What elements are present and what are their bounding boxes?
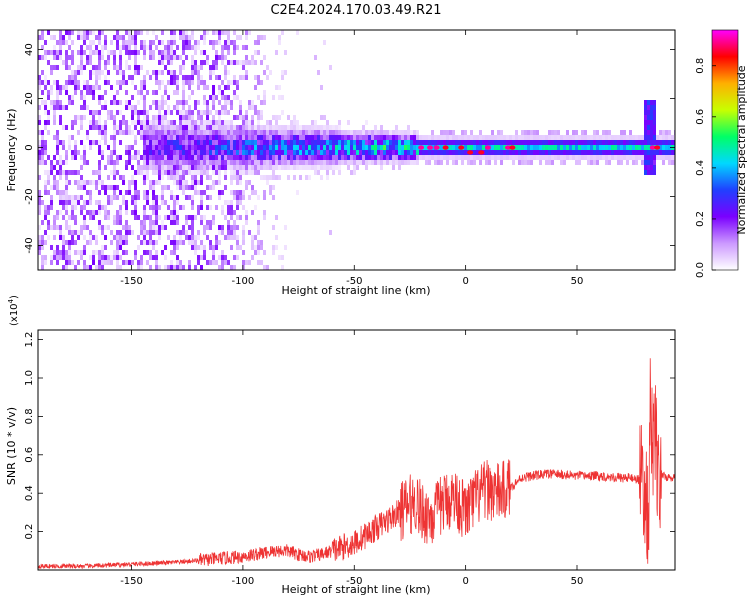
y-tick-label: 0.6 bbox=[24, 447, 35, 463]
colorbar-ticks: 0.0 0.2 0.4 0.6 0.8 bbox=[695, 58, 716, 278]
x-tick-label: -50 bbox=[346, 276, 362, 287]
colorbar-tick-label: 0.2 bbox=[695, 211, 706, 227]
y-tick-label: 0.4 bbox=[24, 485, 35, 501]
colorbar-label: Normalized spectral amplitude bbox=[735, 65, 748, 234]
spectrogram-y-ticks: -40 -20 0 20 40 bbox=[24, 43, 675, 254]
x-tick-label: -100 bbox=[232, 576, 255, 587]
snr-y-axis-label: SNR (10 * v/v) bbox=[5, 407, 18, 485]
snr-x-axis-label: Height of straight line (km) bbox=[281, 583, 430, 596]
spectral-peak bbox=[427, 145, 433, 150]
spectral-peak bbox=[467, 150, 474, 155]
y-tick-label: 40 bbox=[24, 43, 35, 56]
snr-frame bbox=[37, 329, 676, 571]
y-tick-label: 0.8 bbox=[24, 408, 35, 424]
y-tick-label: 1.2 bbox=[24, 332, 35, 348]
snr-series-line bbox=[38, 358, 675, 570]
x-tick-label: 50 bbox=[571, 276, 584, 287]
x-tick-label: -100 bbox=[232, 276, 255, 287]
snr-x-ticks: -150 -100 -50 0 50 bbox=[120, 330, 583, 587]
spectral-peak bbox=[433, 145, 440, 150]
spectrogram-frame bbox=[37, 29, 676, 271]
spectral-peak bbox=[649, 145, 656, 150]
y-tick-label: 0.2 bbox=[24, 524, 35, 540]
colorbar: 0.0 0.2 0.4 0.6 0.8 Normalized spectral ampl… bbox=[695, 29, 748, 278]
colorbar-frame bbox=[711, 29, 739, 271]
colorbar-tick-label: 0.8 bbox=[695, 58, 706, 74]
y-tick-label: 0 bbox=[24, 144, 35, 150]
x-tick-label: -150 bbox=[120, 576, 143, 587]
spectrogram-panel: -150 -100 -50 0 50 -40 -20 0 20 40 Height of str… bbox=[5, 29, 676, 297]
colorbar-tick-label: 0.6 bbox=[695, 109, 706, 125]
snr-background bbox=[38, 330, 675, 570]
spectral-peak bbox=[418, 145, 425, 150]
spectrogram-x-axis-label: Height of straight line (km) bbox=[281, 284, 430, 297]
x-tick-label: -50 bbox=[346, 576, 362, 587]
snr-y-ticks: 0.2 0.4 0.6 0.8 1.0 1.2 bbox=[24, 332, 675, 540]
spectral-peak bbox=[504, 145, 511, 150]
spectrogram-x-ticks: -150 -100 -50 0 50 bbox=[120, 30, 583, 287]
colorbar-gradient bbox=[712, 30, 738, 270]
snr-panel: -150 -100 -50 0 50 0.2 0.4 0.6 0.8 1.0 1.2 Height… bbox=[5, 295, 676, 596]
spectrogram-cells bbox=[38, 30, 675, 270]
spectral-peak bbox=[458, 145, 465, 150]
colorbar-tick-label: 0.4 bbox=[695, 160, 706, 176]
spectral-peak bbox=[654, 145, 661, 150]
spectral-peak bbox=[484, 145, 491, 150]
spectral-peak bbox=[509, 145, 516, 150]
y-tick-label: 20 bbox=[24, 92, 35, 105]
snr-y-scale-label: (x104) bbox=[7, 295, 20, 326]
colorbar-tick-label: 0.0 bbox=[695, 262, 706, 278]
x-tick-label: 0 bbox=[462, 576, 468, 587]
y-tick-label: -40 bbox=[24, 237, 35, 253]
x-tick-label: 50 bbox=[571, 576, 584, 587]
x-tick-label: 0 bbox=[462, 276, 468, 287]
chart-title: C2E4.2024.170.03.49.R21 bbox=[270, 3, 441, 18]
x-tick-label: -150 bbox=[120, 276, 143, 287]
spectral-peak bbox=[442, 145, 449, 150]
spectrogram-y-axis-label: Frequency (Hz) bbox=[5, 109, 18, 192]
y-tick-label: -20 bbox=[24, 188, 35, 204]
spectral-peak bbox=[478, 150, 485, 155]
y-tick-label: 1.0 bbox=[24, 370, 35, 386]
